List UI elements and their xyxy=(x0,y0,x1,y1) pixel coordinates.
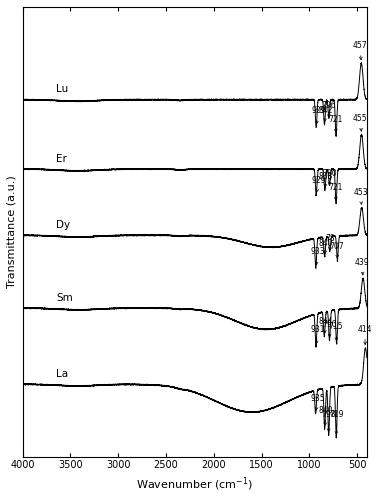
Text: Sm: Sm xyxy=(56,293,73,303)
Text: 707: 707 xyxy=(330,242,344,258)
Text: 721: 721 xyxy=(328,183,343,200)
Text: 838: 838 xyxy=(319,172,333,187)
Text: 840: 840 xyxy=(319,238,333,254)
Text: Er: Er xyxy=(56,154,67,164)
Text: 790: 790 xyxy=(322,169,337,185)
Text: 721: 721 xyxy=(328,114,343,132)
Text: 931: 931 xyxy=(311,325,326,344)
Text: 929: 929 xyxy=(311,176,326,192)
Text: Dy: Dy xyxy=(56,220,70,230)
Y-axis label: Transmittance (a.u.): Transmittance (a.u.) xyxy=(7,176,17,288)
Text: 790: 790 xyxy=(323,320,337,337)
Text: 715: 715 xyxy=(329,322,343,340)
Text: 78: 78 xyxy=(326,234,335,250)
Text: 935: 935 xyxy=(310,394,325,410)
Text: 455: 455 xyxy=(353,114,368,131)
Text: Lu: Lu xyxy=(56,84,68,94)
Text: 929: 929 xyxy=(311,106,326,124)
Text: 933: 933 xyxy=(311,248,325,265)
Text: La: La xyxy=(56,369,68,379)
Text: 457: 457 xyxy=(352,41,367,60)
Text: 439: 439 xyxy=(355,258,370,275)
Text: 414: 414 xyxy=(357,324,372,344)
Text: 719: 719 xyxy=(329,410,344,434)
Text: 844: 844 xyxy=(318,317,333,333)
Text: 796: 796 xyxy=(322,101,336,117)
X-axis label: Wavenumber (cm$^{-1}$): Wavenumber (cm$^{-1}$) xyxy=(136,476,253,493)
Text: 798: 798 xyxy=(321,410,336,432)
Text: 840: 840 xyxy=(319,406,333,425)
Text: 453: 453 xyxy=(353,188,368,204)
Text: 842: 842 xyxy=(318,106,333,122)
